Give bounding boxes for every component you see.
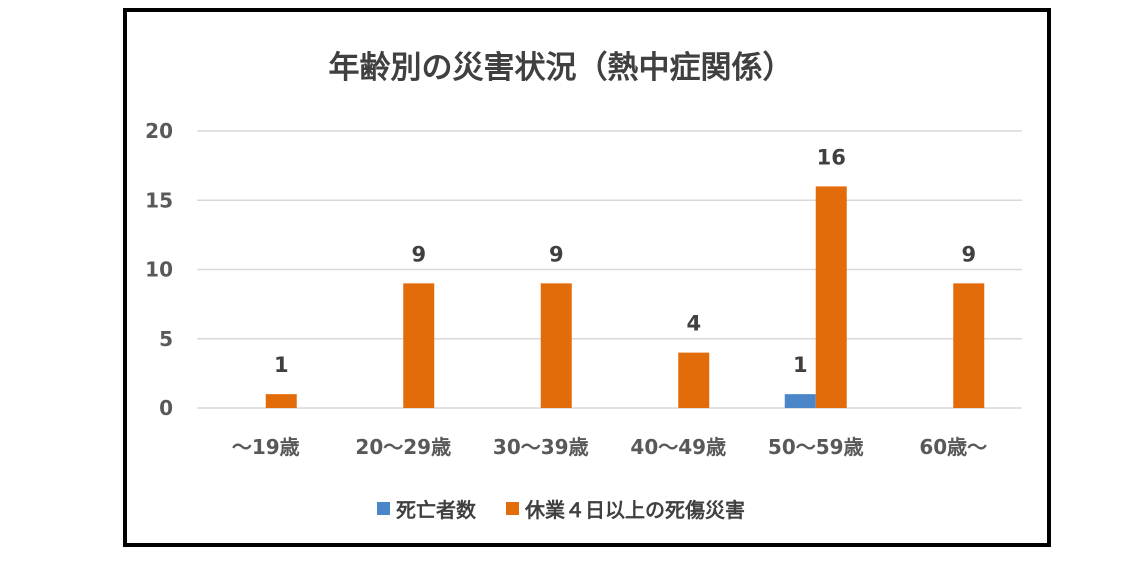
- legend-swatch-injuries: [506, 502, 519, 515]
- bar-injuries: [265, 394, 297, 408]
- y-tick-label: 20: [145, 119, 173, 143]
- bar-injuries: [678, 352, 710, 408]
- x-tick-label: 50～59歳: [768, 435, 864, 459]
- legend-label-injuries: 休業４日以上の死傷災害: [525, 498, 745, 522]
- x-tick-label: 20～29歳: [355, 435, 451, 459]
- legend-swatch-deaths: [377, 502, 390, 515]
- chart-frame: [123, 8, 1051, 547]
- data-label: 9: [411, 242, 426, 266]
- x-tick-label: 40～49歳: [630, 435, 726, 459]
- data-label: 9: [961, 242, 976, 266]
- bar-deaths: [784, 394, 816, 408]
- legend-item-deaths: 死亡者数: [377, 494, 476, 523]
- chart-title: 年齢別の災害状況（熱中症関係）: [328, 50, 794, 86]
- data-label: 1: [274, 353, 289, 377]
- x-tick-label: ～19歳: [232, 435, 300, 459]
- bar-injuries: [403, 283, 435, 408]
- x-tick-label: 60歳～: [919, 435, 987, 459]
- data-label: 1: [793, 353, 808, 377]
- data-label: 4: [686, 312, 701, 336]
- bar-injuries: [540, 283, 572, 408]
- bar-injuries: [815, 186, 847, 408]
- y-tick-label: 10: [145, 258, 173, 282]
- legend-label-deaths: 死亡者数: [396, 498, 476, 522]
- y-tick-label: 15: [145, 188, 173, 212]
- y-tick-label: 5: [159, 327, 173, 351]
- data-label: 16: [817, 145, 846, 169]
- bar-injuries: [953, 283, 985, 408]
- legend-item-injuries: 休業４日以上の死傷災害: [506, 494, 745, 523]
- y-tick-label: 0: [159, 396, 173, 420]
- data-label: 9: [549, 242, 564, 266]
- chart-legend: 死亡者数 休業４日以上の死傷災害: [0, 494, 1122, 523]
- x-tick-label: 30～39歳: [493, 435, 589, 459]
